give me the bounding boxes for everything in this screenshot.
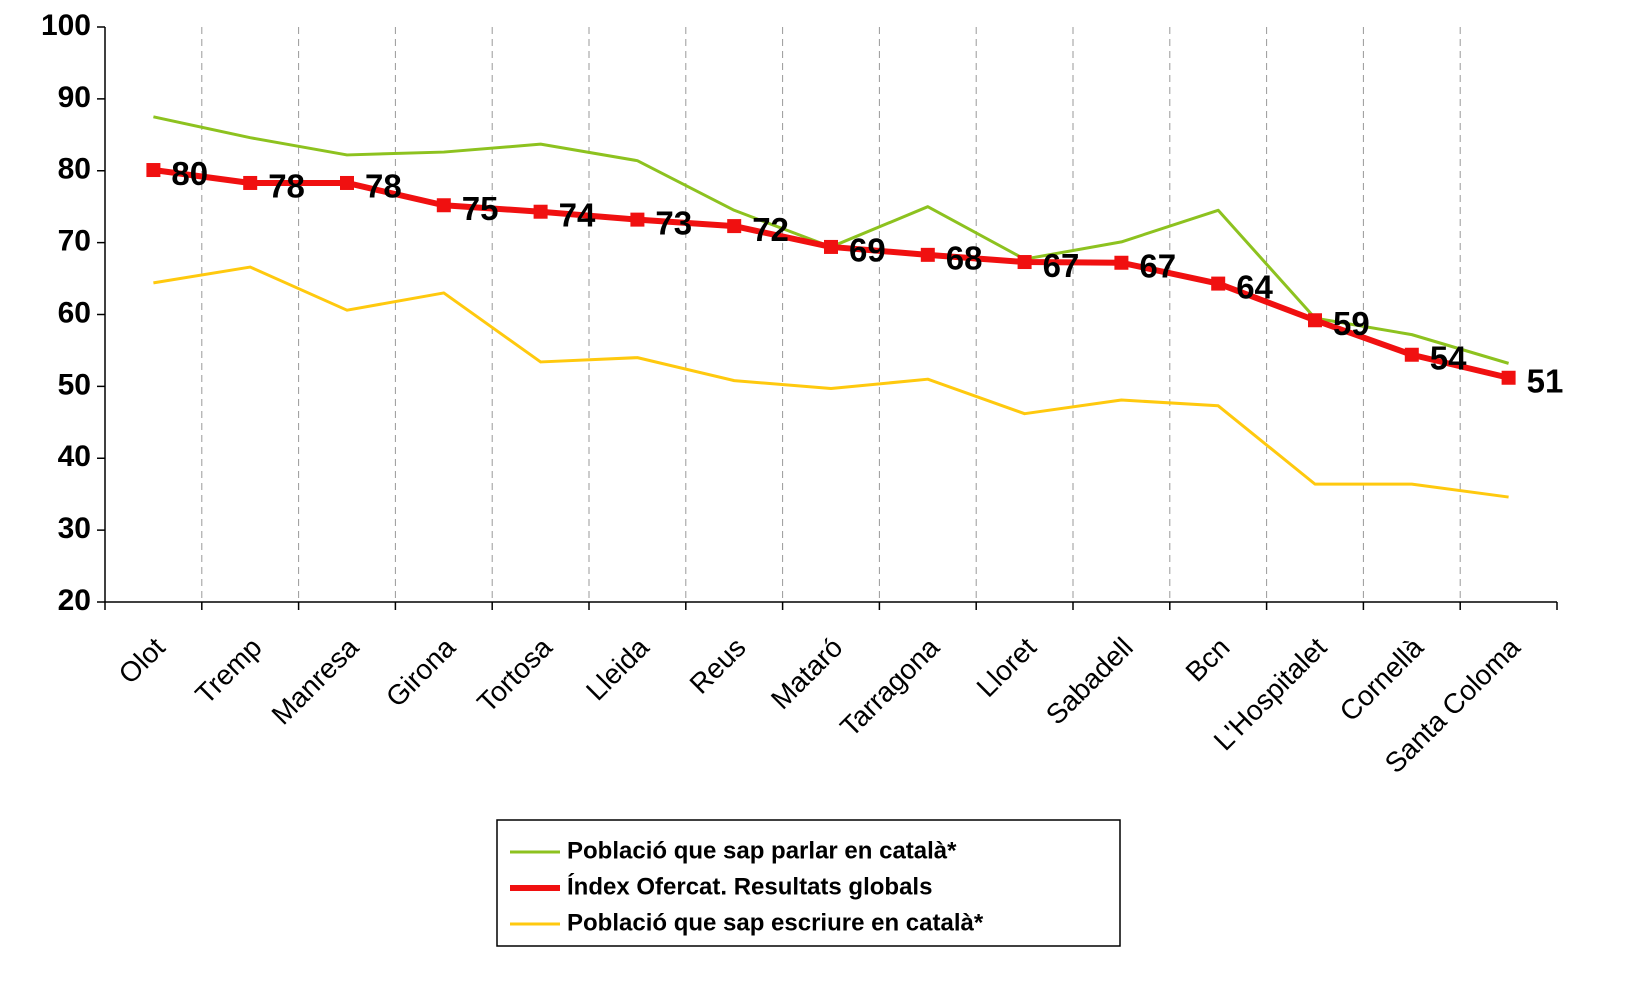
x-tick-label: Cornellà (1334, 631, 1430, 727)
series-line (153, 167, 1510, 381)
data-label: 74 (559, 196, 596, 233)
data-label: 67 (1139, 247, 1176, 284)
x-tick-label: Lleida (580, 631, 655, 706)
x-tick-label: Manresa (266, 631, 365, 730)
marker (340, 175, 354, 190)
data-label: 73 (655, 204, 692, 241)
y-tick-label: 70 (58, 225, 91, 258)
marker (436, 198, 451, 213)
y-tick-label: 60 (58, 296, 91, 329)
data-label: 54 (1430, 339, 1467, 376)
data-label: 51 (1527, 362, 1564, 399)
x-tick-label: Tarragona (834, 631, 945, 742)
x-tick-label: Tremp (189, 632, 267, 710)
marker (533, 204, 548, 219)
marker (1404, 347, 1419, 362)
y-tick-label: 80 (58, 153, 91, 186)
x-tick-label: Sabadell (1040, 632, 1139, 731)
marker (1017, 255, 1032, 270)
marker (1211, 276, 1226, 291)
data-label: 69 (849, 232, 886, 269)
data-label: 78 (365, 168, 402, 205)
data-label: 72 (752, 211, 789, 248)
marker (630, 212, 645, 227)
y-tick-label: 40 (58, 440, 91, 473)
marker (146, 163, 161, 178)
data-label: 75 (462, 190, 499, 227)
data-label: 67 (1043, 247, 1080, 284)
y-tick-label: 90 (58, 81, 91, 114)
legend-label: Població que sap parlar en català* (567, 837, 957, 864)
legend-label: Índex Ofercat. Resultats globals (567, 872, 932, 900)
legend-box (496, 819, 1121, 947)
data-label: 78 (268, 168, 305, 205)
data-label: 59 (1333, 305, 1370, 342)
marker (920, 247, 935, 262)
data-label: 68 (946, 240, 983, 277)
series-line (153, 265, 1509, 499)
marker (824, 239, 838, 254)
y-tick-label: 50 (58, 368, 91, 401)
x-tick-label: Reus (684, 632, 752, 700)
marker (727, 219, 742, 234)
marker (1308, 313, 1322, 328)
x-tick-label: Mataró (765, 632, 849, 716)
y-tick-label: 100 (41, 9, 91, 42)
x-tick-label: Lloret (971, 631, 1043, 703)
marker (243, 175, 258, 190)
y-tick-label: 30 (58, 512, 91, 545)
marker (1114, 255, 1129, 270)
x-tick-label: Olot (113, 631, 171, 689)
marker (1501, 370, 1516, 385)
legend-label: Població que sap escriure en català* (567, 909, 984, 936)
y-tick-label: 20 (58, 584, 91, 617)
data-label: 64 (1236, 268, 1273, 305)
x-tick-label: Bcn (1180, 632, 1236, 688)
data-label: 80 (171, 155, 208, 192)
x-tick-label: Tortosa (471, 631, 558, 718)
x-tick-label: Girona (380, 631, 462, 713)
